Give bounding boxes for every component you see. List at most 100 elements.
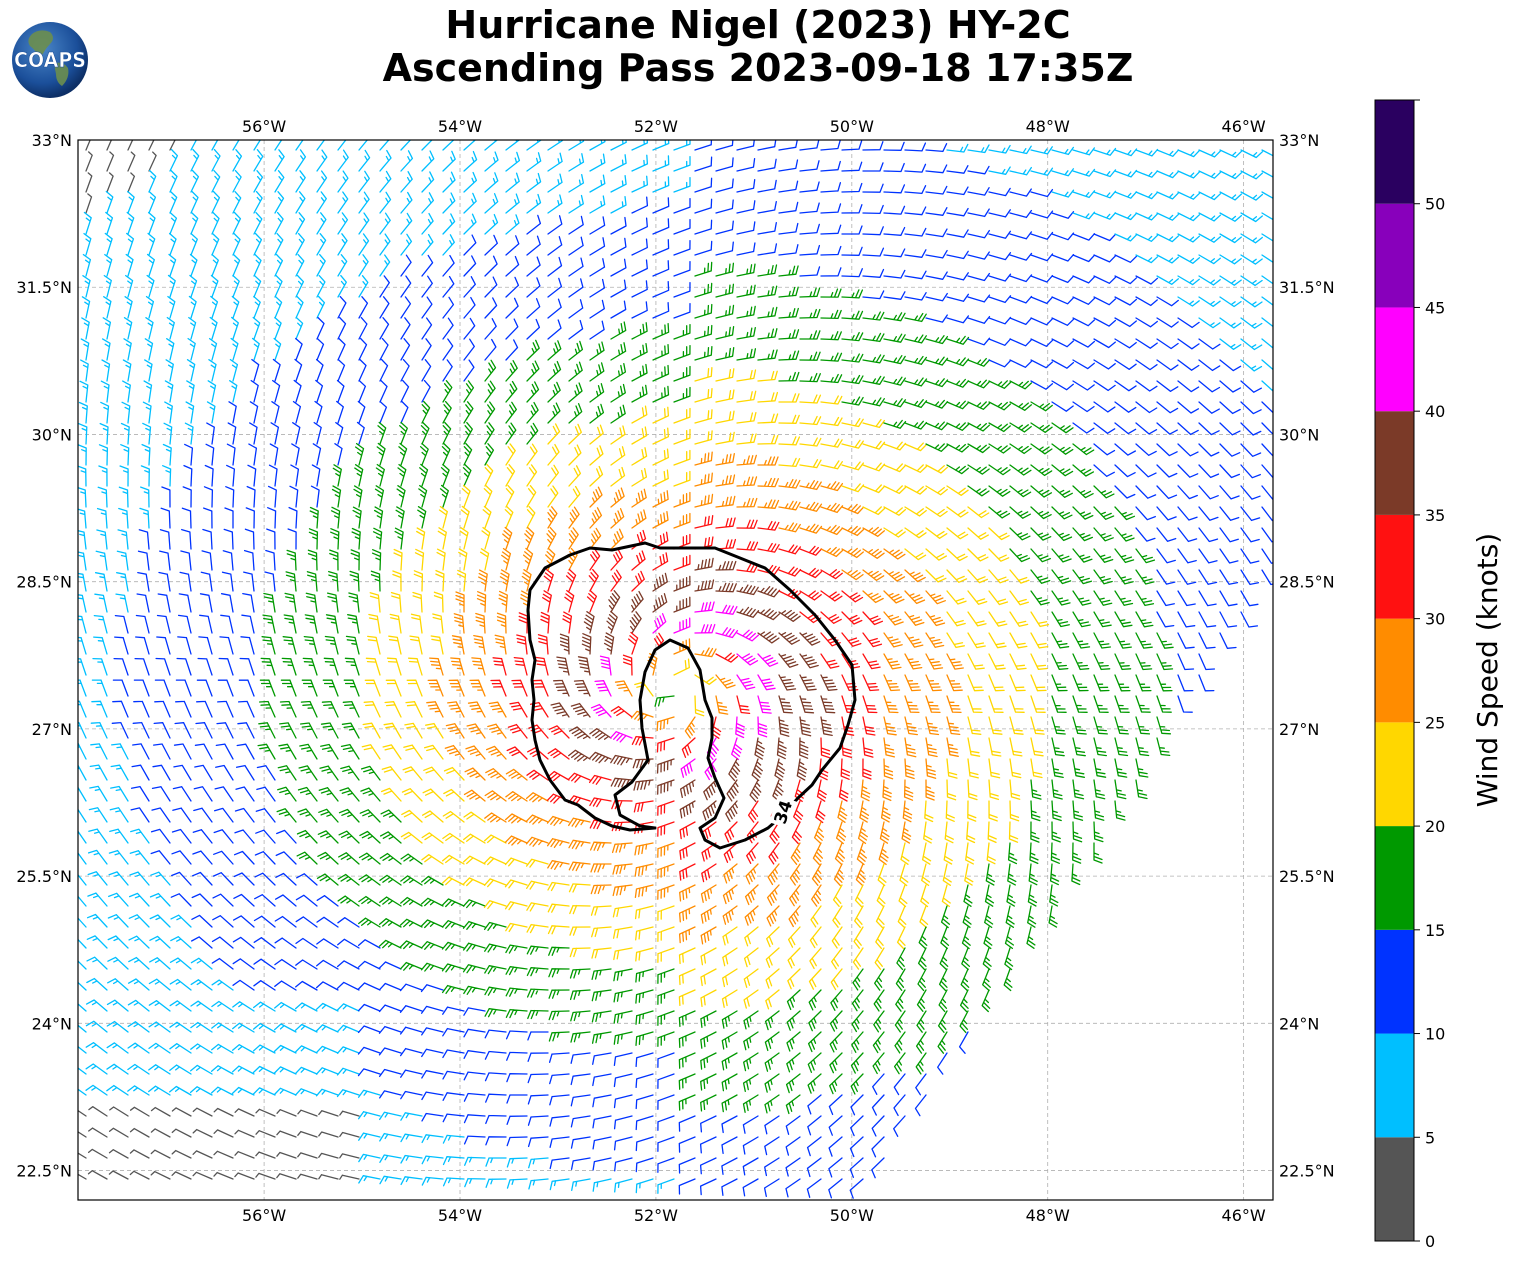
lon-tick-label-bottom: 52°W: [634, 1206, 678, 1225]
wind-barb: [484, 1072, 507, 1082]
colorbar-bin: [1375, 514, 1414, 619]
wind-barb: [269, 443, 279, 466]
wind-barb: [757, 674, 776, 691]
wind-barb: [679, 842, 696, 860]
wind-barb: [829, 1052, 843, 1074]
wind-barb: [700, 926, 717, 945]
wind-barb: [591, 926, 612, 938]
wind-barb: [678, 968, 696, 986]
wind-barb: [1093, 380, 1116, 392]
wind-barb: [1114, 695, 1130, 713]
wind-barb: [393, 548, 403, 571]
wind-barb: [404, 722, 423, 739]
wind-barb: [715, 241, 734, 256]
wind-barb: [547, 903, 570, 913]
wind-barb: [1135, 148, 1159, 157]
wind-barb: [547, 464, 560, 487]
wind-barb: [904, 569, 926, 583]
wind-barb: [549, 1157, 570, 1170]
wind-barb: [736, 305, 756, 319]
wind-barb: [267, 507, 277, 529]
wind-barb: [694, 557, 714, 571]
wind-barb: [525, 858, 549, 868]
wind-barb: [589, 299, 605, 319]
wind-barb: [862, 183, 884, 193]
wind-barb: [631, 570, 645, 592]
wind-barb: [589, 841, 612, 852]
wind-barb: [276, 1130, 297, 1138]
wind-barb: [547, 319, 562, 340]
wind-barb: [983, 926, 993, 950]
wind-barb: [442, 234, 455, 256]
wind-barb: [137, 571, 150, 592]
wind-barb: [808, 989, 822, 1011]
wind-barb: [315, 1002, 339, 1012]
wind-barb: [295, 316, 304, 340]
colorbar-bin: [1375, 1137, 1414, 1241]
wind-barb: [610, 258, 627, 277]
wind-barb: [464, 1177, 486, 1188]
wind-barb: [757, 391, 779, 403]
wind-barb: [937, 1010, 948, 1033]
wind-barb: [1072, 275, 1096, 284]
wind-barb: [254, 851, 276, 865]
wind-barb: [132, 743, 150, 760]
wind-barb: [1009, 590, 1029, 606]
wind-barb: [399, 1047, 423, 1057]
wind-barb: [124, 296, 133, 319]
wind-barb: [445, 723, 465, 739]
wind-barb: [285, 571, 297, 592]
wind-barb: [263, 592, 276, 613]
wind-barb: [379, 275, 390, 298]
wind-barb: [506, 1136, 528, 1147]
wind-barb: [778, 329, 800, 340]
wind-barb: [879, 821, 890, 844]
wind-barb: [883, 506, 907, 516]
wind-barb: [1240, 506, 1261, 522]
wind-barb: [657, 1178, 675, 1194]
wind-barb: [379, 1175, 402, 1185]
wind-barb: [965, 842, 975, 865]
wind-barb: [757, 179, 777, 193]
wind-barb: [487, 723, 507, 739]
wind-barb: [1156, 506, 1177, 521]
wind-barb: [1093, 716, 1108, 735]
wind-barb: [1008, 821, 1019, 843]
wind-barb: [114, 636, 129, 655]
wind-barb: [1261, 506, 1273, 522]
wind-barb: [224, 507, 234, 529]
wind-barb: [323, 657, 339, 676]
wind-barb: [790, 842, 801, 865]
wind-barb: [87, 1148, 108, 1159]
wind-barb: [1009, 188, 1032, 197]
wind-barb: [1135, 527, 1156, 542]
wind-barb: [1240, 170, 1264, 180]
wind-barb: [694, 472, 713, 487]
wind-barb: [324, 635, 339, 655]
wind-barb: [1030, 401, 1053, 412]
wind-barb: [610, 508, 625, 529]
wind-barb: [190, 1064, 213, 1075]
wind-barb: [104, 253, 113, 277]
wind-barb: [1051, 380, 1074, 391]
lat-tick-label-left: 24°N: [32, 1014, 72, 1033]
wind-barb: [568, 153, 585, 172]
wind-barb: [652, 364, 670, 382]
wind-barb: [330, 528, 340, 550]
wind-barb: [1240, 380, 1262, 393]
wind-barb: [376, 442, 386, 466]
wind-barb: [629, 611, 642, 634]
wind-barb: [799, 202, 820, 214]
wind-barb: [1156, 653, 1174, 671]
wind-barb: [463, 359, 475, 382]
wind-barb: [925, 314, 948, 323]
wind-barb: [807, 1073, 822, 1094]
wind-barb: [722, 905, 738, 925]
wind-barb: [82, 275, 91, 298]
wind-barb: [610, 446, 626, 466]
wind-barb: [757, 716, 768, 738]
wind-barb: [104, 232, 113, 256]
wind-barb: [242, 592, 255, 613]
wind-barb: [841, 737, 852, 759]
wind-barb: [211, 936, 234, 949]
